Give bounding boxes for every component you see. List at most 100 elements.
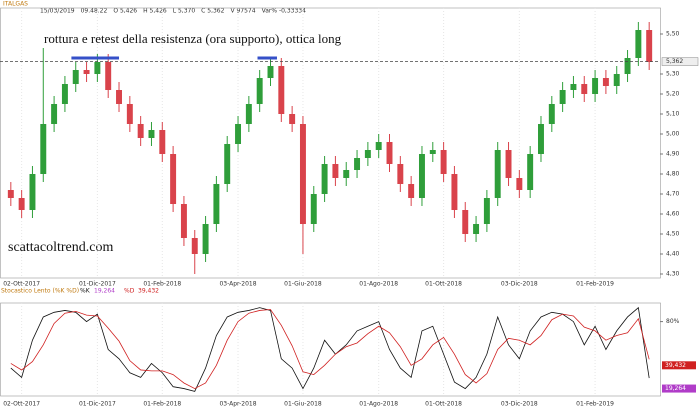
candle-body (213, 184, 220, 224)
value-box (662, 384, 696, 393)
x-tick-label: 01-Dic-2017 (79, 401, 116, 408)
x-tick-label: 03-Apr-2018 (219, 281, 256, 288)
candle-body (159, 130, 166, 154)
legend-value: 39,432 (138, 288, 159, 295)
last-price-label: 5,362 (666, 58, 683, 65)
legend-name: %D (124, 288, 135, 295)
candle-body (505, 150, 512, 178)
candle-body (451, 174, 458, 210)
candle-body (299, 124, 306, 224)
watermark: scattacoltrend.com (8, 240, 113, 255)
value-box-label: 39,432 (665, 362, 686, 369)
x-tick-label: 03-Dic-2018 (501, 281, 538, 288)
last-price-box (661, 57, 699, 66)
plot-frame (0, 7, 661, 279)
x-tick-label: 01-Giu-2018 (284, 281, 322, 288)
candle-body (202, 224, 209, 254)
y-tick-label: 5,00 (666, 131, 680, 138)
candle-body (289, 114, 296, 124)
candle-body (29, 174, 36, 210)
candle-body (592, 78, 599, 94)
candle-body (321, 164, 328, 194)
stochastic-line (10, 306, 650, 392)
candle-body (548, 104, 555, 124)
x-tick-label: 01-Ott-2018 (425, 401, 462, 408)
candle-body (170, 154, 177, 204)
candle-body (624, 58, 631, 74)
x-tick-label: 01-Feb-2019 (576, 281, 614, 288)
candle-body (354, 158, 361, 170)
y-tick-label: 4,60 (666, 211, 680, 218)
candle-body (397, 164, 404, 184)
plot-frame (0, 302, 661, 397)
annotation: rottura e retest della resistenza (ora s… (44, 31, 342, 46)
value-box (662, 361, 696, 370)
x-tick-label: 01-Giu-2018 (284, 401, 322, 408)
candle-body (613, 74, 620, 86)
candle-body (51, 104, 58, 124)
candle-body (180, 204, 187, 238)
header-field: 09.48.22 (81, 8, 108, 15)
candle-body (559, 90, 566, 104)
y-tick-label: 5,10 (666, 111, 680, 118)
candle-body (332, 164, 339, 178)
x-tick-label: 01-Ago-2018 (359, 281, 398, 288)
candle-body (429, 150, 436, 154)
y-tick-label: 4,40 (666, 251, 680, 258)
symbol: ITALGAS (3, 1, 28, 8)
candle-body (310, 194, 317, 224)
candle-body (364, 150, 371, 158)
candle-body (408, 184, 415, 198)
value-box-label: 19,264 (665, 385, 686, 392)
candle-body (386, 142, 393, 164)
y-tick-label: 4,90 (666, 151, 680, 158)
candle-body (602, 78, 609, 86)
header-field: C 5,362 (201, 8, 224, 15)
header-field: V 97574 (230, 8, 255, 15)
candle-body (137, 124, 144, 138)
candle-body (256, 78, 263, 104)
candle-body (61, 84, 68, 104)
candle-body (7, 190, 14, 198)
y-tick-label: 80% (666, 318, 680, 325)
header-field: O 5,426 (113, 8, 137, 15)
candle-body (646, 30, 653, 62)
y-tick-label: 4,70 (666, 191, 680, 198)
candle-body (635, 30, 642, 58)
candle-body (105, 62, 112, 90)
candle-body (94, 62, 101, 74)
x-tick-label: 03-Dic-2018 (501, 401, 538, 408)
y-tick-label: 5,30 (666, 71, 680, 78)
y-tick-label: 4,50 (666, 231, 680, 238)
x-tick-label: 01-Feb-2019 (576, 401, 614, 408)
x-tick-label: 02-Ott-2017 (3, 401, 40, 408)
candle-body (418, 154, 425, 198)
candle-body (538, 124, 544, 154)
candle-body (440, 150, 447, 174)
header-field: L 5,370 (173, 8, 196, 15)
x-tick-label: 01-Dic-2017 (79, 281, 116, 288)
x-tick-label: 03-Apr-2018 (219, 401, 256, 408)
header-field: H 5,426 (143, 8, 167, 15)
header-field: 15/03/2019 (40, 8, 75, 15)
candle-body (116, 90, 122, 104)
candle-body (483, 198, 490, 224)
candle-body (235, 124, 242, 144)
legend-value: 19,264 (94, 288, 115, 295)
candle-body (148, 130, 155, 138)
candle-body (375, 142, 382, 150)
candle-body (516, 178, 523, 190)
candle-body (527, 154, 534, 190)
candle-body (40, 124, 47, 174)
x-tick-label: 02-Ott-2017 (3, 281, 40, 288)
candle-body (267, 66, 274, 78)
candle-body (494, 150, 501, 198)
x-tick-label: 01-Feb-2018 (143, 281, 181, 288)
candle-body (191, 238, 198, 254)
candle-body (126, 104, 133, 124)
y-tick-label: 5,20 (666, 91, 680, 98)
y-tick-label: 4,30 (666, 271, 680, 278)
header-field: Var% -0,33334 (262, 8, 307, 15)
x-tick-label: 01-Ott-2018 (425, 281, 462, 288)
